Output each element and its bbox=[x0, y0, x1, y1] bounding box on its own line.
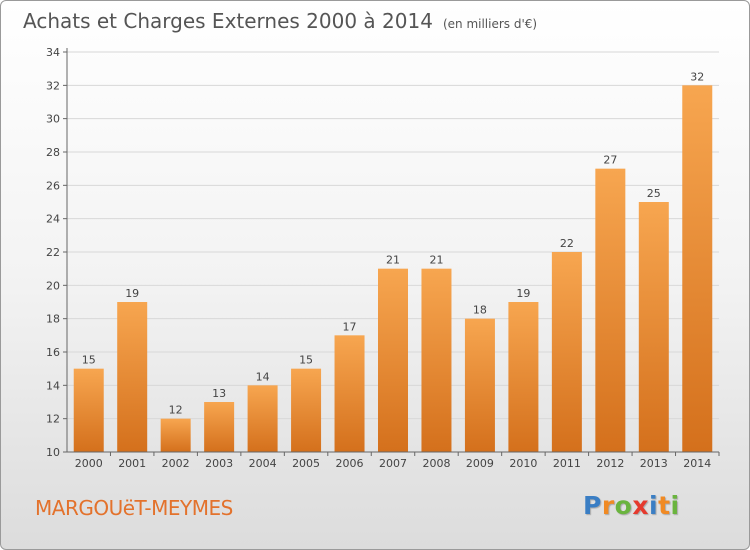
data-label: 25 bbox=[647, 187, 661, 200]
data-label: 19 bbox=[125, 287, 139, 300]
y-tick-label: 16 bbox=[46, 346, 60, 359]
y-tick-label: 20 bbox=[46, 279, 60, 292]
data-label: 22 bbox=[560, 237, 574, 250]
y-tick-label: 26 bbox=[46, 179, 60, 192]
data-label: 27 bbox=[603, 154, 617, 167]
bar bbox=[291, 368, 322, 452]
data-label: 17 bbox=[343, 320, 357, 333]
data-label: 18 bbox=[473, 304, 487, 317]
bar bbox=[421, 268, 452, 452]
logo-letter: i bbox=[670, 491, 680, 520]
x-tick-label: 2000 bbox=[75, 457, 103, 470]
x-tick-label: 2004 bbox=[249, 457, 277, 470]
bar bbox=[247, 385, 278, 452]
bar bbox=[682, 85, 713, 452]
logo-letter: t bbox=[658, 491, 671, 520]
y-tick-label: 24 bbox=[46, 213, 60, 226]
y-tick-label: 22 bbox=[46, 246, 60, 259]
chart-title-text: Achats et Charges Externes 2000 à 2014 bbox=[23, 9, 433, 33]
data-label: 15 bbox=[299, 354, 313, 367]
y-tick-label: 28 bbox=[46, 146, 60, 159]
data-label: 19 bbox=[516, 287, 530, 300]
x-tick-label: 2008 bbox=[422, 457, 450, 470]
logo-letter: i bbox=[649, 491, 659, 520]
data-label: 15 bbox=[82, 354, 96, 367]
x-tick-label: 2001 bbox=[118, 457, 146, 470]
bar bbox=[378, 268, 408, 452]
x-tick-label: 2006 bbox=[336, 457, 364, 470]
x-tick-label: 2012 bbox=[596, 457, 624, 470]
bar-chart: 10 12 14 16 18 20 22 24 26 28 30 32 34 15 2000 19 2001 12… bbox=[46, 46, 720, 470]
x-tick-label: 2010 bbox=[509, 457, 537, 470]
x-tick-label: 2003 bbox=[205, 457, 233, 470]
logo-letter: o bbox=[614, 491, 633, 520]
y-tick-label: 30 bbox=[46, 113, 60, 126]
bar bbox=[508, 302, 539, 452]
data-label: 12 bbox=[169, 404, 183, 417]
x-tick-label: 2002 bbox=[162, 457, 190, 470]
x-tick-label: 2013 bbox=[640, 457, 668, 470]
x-tick-label: 2014 bbox=[683, 457, 711, 470]
x-tick-label: 2011 bbox=[553, 457, 581, 470]
y-tick-label: 12 bbox=[46, 413, 60, 426]
y-tick-label: 14 bbox=[46, 379, 60, 392]
logo-letter: r bbox=[601, 491, 615, 520]
x-tick-label: 2007 bbox=[379, 457, 407, 470]
x-tick-label: 2005 bbox=[292, 457, 320, 470]
chart-title: Achats et Charges Externes 2000 à 2014 (e… bbox=[23, 7, 537, 38]
data-label: 32 bbox=[690, 70, 704, 83]
bar bbox=[551, 252, 582, 452]
bar bbox=[204, 402, 235, 452]
logo-letter: x bbox=[632, 491, 649, 520]
bar bbox=[464, 318, 495, 452]
data-label: 21 bbox=[429, 254, 443, 267]
y-tick-label: 10 bbox=[46, 446, 60, 459]
x-tick-label: 2009 bbox=[466, 457, 494, 470]
y-tick-label: 34 bbox=[46, 46, 60, 59]
data-label: 14 bbox=[256, 370, 270, 383]
bar bbox=[160, 418, 191, 452]
proxiti-logo[interactable]: Proxiti bbox=[583, 491, 680, 520]
chart-subtitle: (en milliers d'€) bbox=[442, 17, 538, 31]
bar bbox=[638, 202, 669, 452]
y-tick-label: 18 bbox=[46, 313, 60, 326]
commune-name: MARGOUëT-MEYMES bbox=[35, 496, 233, 520]
y-tick-label: 32 bbox=[46, 79, 60, 92]
bar bbox=[334, 335, 365, 452]
data-label: 21 bbox=[386, 254, 400, 267]
bar bbox=[595, 168, 626, 452]
data-label: 13 bbox=[212, 387, 226, 400]
logo-letter: P bbox=[583, 491, 602, 520]
bar bbox=[117, 302, 148, 452]
bar bbox=[73, 368, 104, 452]
